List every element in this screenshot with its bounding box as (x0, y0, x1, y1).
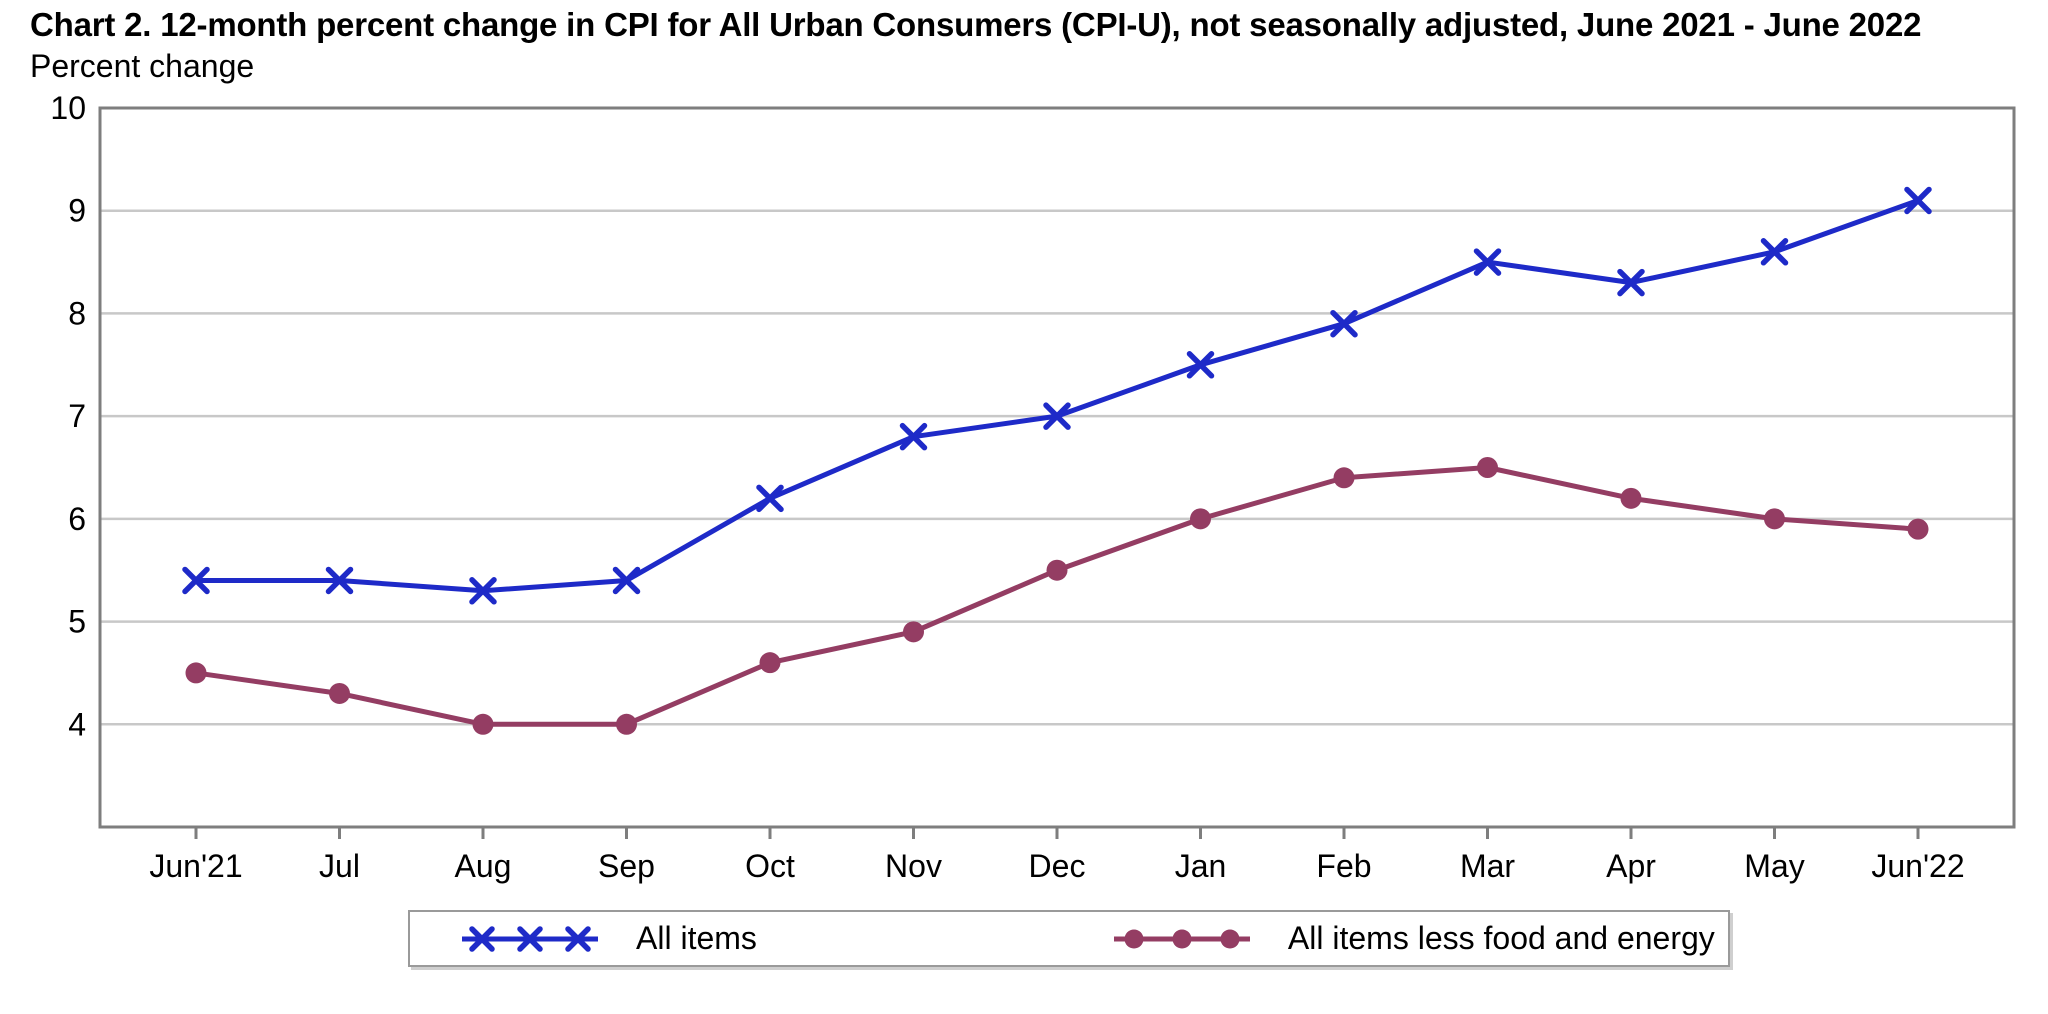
x-axis-tick-label: May (1744, 848, 1804, 884)
x-axis-tick-label: Jul (319, 848, 360, 884)
data-point-marker (1620, 487, 1642, 509)
legend-item-all-items: All items (460, 920, 757, 957)
data-point-marker (612, 566, 641, 595)
y-axis-tick-label: 7 (68, 398, 86, 434)
data-point-marker (1764, 508, 1785, 530)
line-chart-plot-area: 4 5 6 7 8 9 10 Jun'21 Jul Aug Sep Oct Nov Dec Jan Feb Ma… (50, 90, 2016, 884)
y-axis-tick-label: 8 (68, 295, 86, 331)
data-point-marker (1172, 929, 1192, 948)
all-items-line-x-marker-icon (462, 925, 598, 952)
y-axis-title: Percent change (30, 48, 255, 84)
x-axis-tick-label: Feb (1316, 848, 1371, 884)
data-point-marker (1043, 402, 1071, 430)
data-point-marker (1330, 309, 1358, 338)
data-point-marker (185, 662, 207, 684)
data-point-marker (472, 713, 494, 735)
x-axis-tick-label: Aug (455, 848, 512, 884)
legend-label-all-items: All items (636, 920, 757, 956)
data-point-marker (329, 682, 350, 704)
data-point-marker (756, 484, 784, 513)
data-point-marker (1046, 559, 1068, 581)
data-point-marker (1904, 186, 1932, 215)
data-point-marker (469, 925, 495, 952)
series-line-all-items (193, 197, 1921, 594)
y-axis-tick-label: 9 (68, 193, 86, 229)
data-point-marker (1186, 351, 1215, 379)
y-axis-tick-label: 5 (68, 604, 86, 640)
plot-frame (98, 106, 2016, 829)
x-axis-tick-label: Apr (1606, 848, 1656, 884)
data-point-marker (469, 577, 497, 605)
less-food-energy-line-dot-marker-icon (1113, 929, 1250, 948)
legend-label-less-food-energy: All items less food and energy (1287, 920, 1715, 956)
data-point-marker (565, 925, 591, 952)
data-point-marker (325, 566, 354, 595)
data-point-marker (1617, 268, 1645, 297)
data-point-marker (903, 621, 924, 643)
data-point-marker (1220, 929, 1240, 948)
x-axis-tick-label: Jun'21 (149, 848, 242, 884)
x-axis-tick-label: Oct (745, 848, 795, 884)
data-point-marker (1190, 508, 1211, 530)
data-point-marker (182, 566, 210, 595)
x-axis-tick-label: Jun'22 (1871, 848, 1964, 884)
x-axis-tick-label: Sep (598, 848, 655, 884)
y-axis-tick-label: 6 (68, 501, 86, 537)
y-axis-tick-label: 10 (50, 90, 86, 126)
data-point-marker (1760, 238, 1789, 266)
legend-item-less-food-energy: All items less food and energy (1112, 920, 1715, 957)
x-axis-tick-label: Dec (1029, 848, 1086, 884)
x-axis-tick-label: Mar (1460, 848, 1515, 884)
y-axis-tick-label: 4 (68, 706, 86, 742)
data-point-marker (1473, 248, 1502, 276)
chart-title: Chart 2. 12-month percent change in CPI … (30, 6, 1922, 43)
data-point-marker (1124, 929, 1144, 948)
data-point-marker (1477, 457, 1498, 478)
data-point-marker (899, 422, 928, 451)
x-axis-tick-label: Jan (1175, 848, 1227, 884)
data-point-marker (1907, 518, 1929, 540)
series-line-all-items-less-food-and-energy (193, 465, 1921, 727)
data-point-marker (616, 713, 637, 735)
legend: All items All items less food and energy (408, 910, 1730, 967)
data-point-marker (517, 925, 543, 952)
x-axis-tick-label: Nov (885, 848, 942, 884)
data-point-marker (1333, 467, 1355, 489)
data-point-marker (759, 652, 781, 674)
